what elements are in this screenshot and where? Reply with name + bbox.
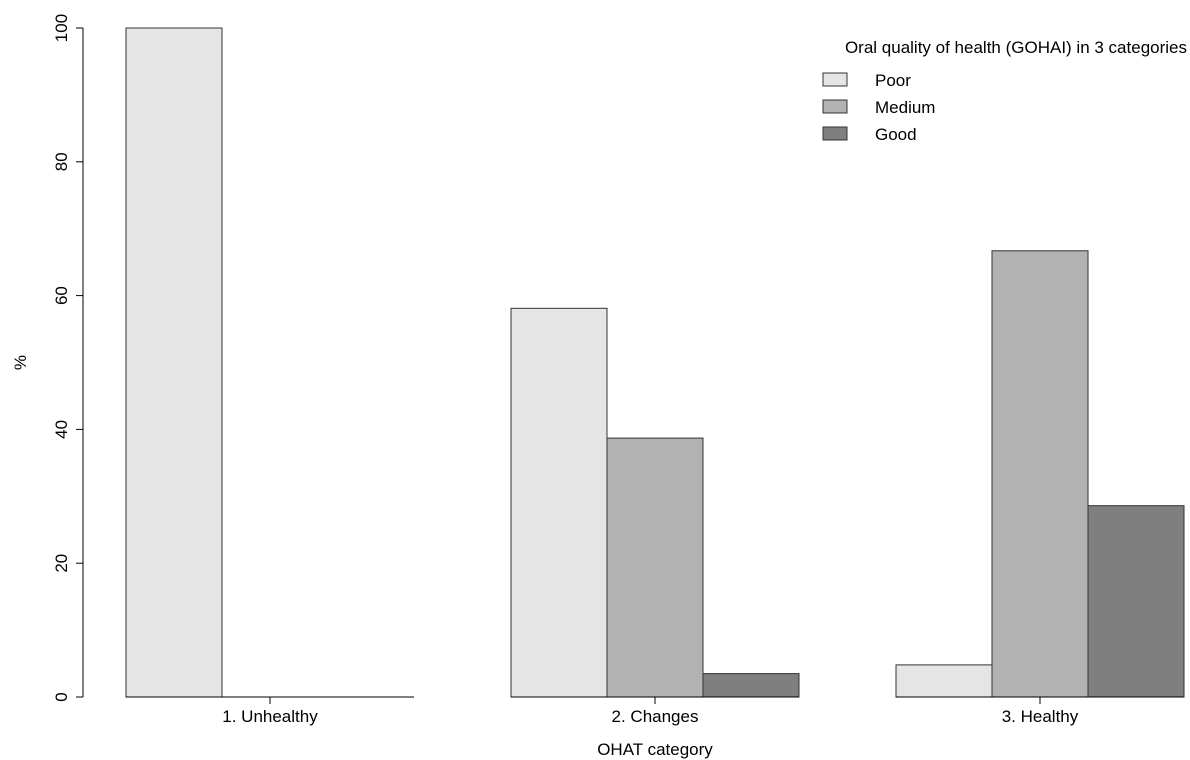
bar-medium-3	[991, 250, 1089, 698]
y-axis: 0 20 40 60 80 100	[52, 14, 84, 702]
legend: Oral quality of health (GOHAI) in 3 cate…	[822, 38, 1187, 144]
x-tick-label: 2. Changes	[612, 707, 699, 726]
bar-poor-2	[510, 307, 608, 698]
legend-label-good: Good	[875, 125, 917, 144]
y-tick-label: 0	[52, 692, 71, 701]
legend-title: Oral quality of health (GOHAI) in 3 cate…	[845, 38, 1187, 57]
legend-swatch-good	[822, 126, 848, 141]
y-tick-label: 80	[52, 152, 71, 171]
x-tick-label: 1. Unhealthy	[222, 707, 318, 726]
legend-swatch-medium	[822, 99, 848, 114]
bar-medium-2	[606, 437, 704, 698]
y-tick-label: 60	[52, 286, 71, 305]
legend-swatch-poor	[822, 72, 848, 87]
y-ticks: 0 20 40 60 80 100	[52, 14, 83, 702]
bar-good-3	[1087, 505, 1185, 698]
x-tick-label: 3. Healthy	[1002, 707, 1079, 726]
bar-poor-3	[895, 664, 993, 698]
bars	[125, 27, 1185, 698]
legend-items: Poor Medium Good	[822, 71, 935, 144]
y-tick-label: 40	[52, 420, 71, 439]
x-axis: 1. Unhealthy 2. Changes 3. Healthy	[126, 696, 1184, 726]
y-tick-label: 20	[52, 554, 71, 573]
y-axis-title: %	[11, 355, 30, 370]
x-axis-title: OHAT category	[597, 740, 713, 759]
bar-good-2	[702, 673, 800, 698]
legend-label-medium: Medium	[875, 98, 935, 117]
bar-poor-1	[125, 27, 223, 698]
legend-label-poor: Poor	[875, 71, 911, 90]
y-tick-label: 100	[52, 14, 71, 42]
